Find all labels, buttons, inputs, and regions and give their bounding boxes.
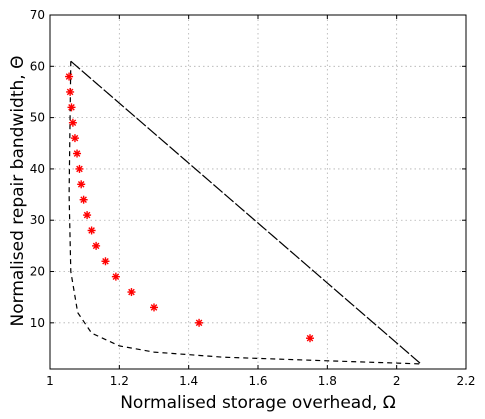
grid [50, 15, 466, 369]
data-point [68, 118, 77, 127]
data-point [79, 195, 88, 204]
data-point [92, 241, 101, 250]
plot-frame [49, 14, 467, 370]
y-tick-label: 60 [30, 59, 45, 73]
x-axis-label: Normalised storage overhead, Ω [120, 393, 396, 413]
x-tick-label: 1.4 [179, 374, 198, 388]
x-tick-label: 2 [393, 374, 401, 388]
tick-labels: 1 1.2 1.4 1.6 1.8 2 2.2 10 20 30 40 50 60 70 [30, 8, 476, 388]
series-markers [65, 72, 314, 343]
x-tick-label: 1.2 [110, 374, 129, 388]
data-point [67, 103, 76, 112]
dash-dot-line [70, 60, 422, 365]
x-tick-label: 1.8 [318, 374, 337, 388]
series-lines [68, 60, 422, 365]
data-point [150, 303, 158, 312]
data-point [70, 134, 79, 143]
data-point [306, 334, 314, 343]
data-point [77, 180, 86, 189]
data-point [83, 211, 92, 220]
data-point [75, 164, 84, 173]
y-tick-label: 50 [30, 111, 45, 125]
x-tick-label: 1 [46, 374, 54, 388]
y-tick-label: 40 [30, 162, 45, 176]
y-tick-label: 10 [30, 316, 45, 330]
data-point [127, 288, 136, 297]
data-point [73, 149, 82, 158]
y-tick-label: 70 [30, 8, 45, 22]
x-tick-label: 1.6 [248, 374, 267, 388]
y-tick-label: 30 [30, 213, 45, 227]
data-point [65, 72, 74, 81]
data-point [66, 87, 75, 96]
data-point [111, 272, 120, 281]
dashed-curve [68, 61, 421, 365]
x-tick-label: 2.2 [456, 374, 475, 388]
data-point [195, 318, 204, 327]
y-axis-label: Normalised repair bandwidth, Θ [8, 56, 28, 327]
data-point [101, 257, 110, 266]
data-point [87, 226, 96, 235]
y-tick-label: 20 [30, 265, 45, 279]
